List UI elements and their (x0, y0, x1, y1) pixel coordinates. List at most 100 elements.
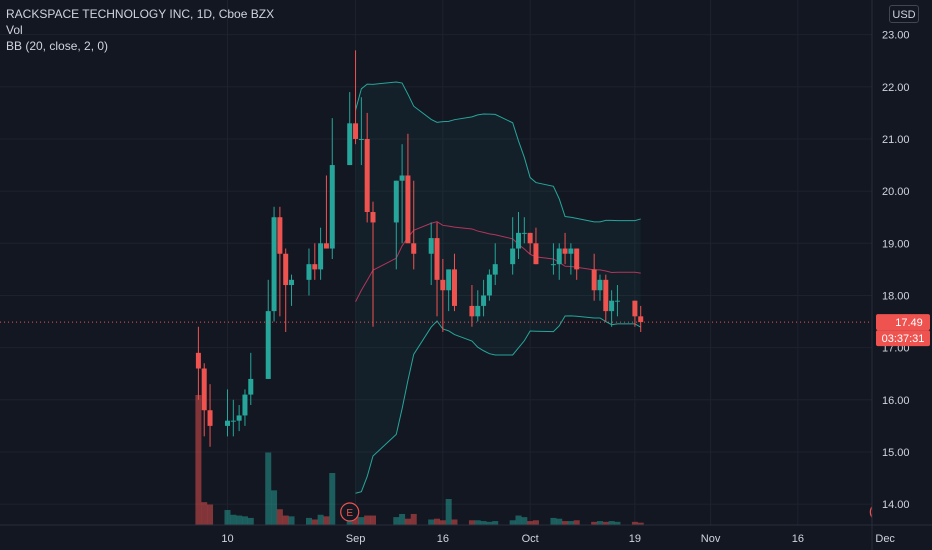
candle (364, 112, 370, 223)
candle-body (277, 217, 283, 254)
earnings-label: E (346, 508, 353, 519)
volume-bar (596, 521, 603, 525)
volume-bar (288, 516, 295, 525)
volume-bar (515, 515, 522, 525)
x-tick-label: Nov (701, 533, 721, 545)
candle-body (312, 264, 318, 270)
candle (475, 290, 481, 322)
candle-body (609, 300, 615, 312)
volume-bar (486, 521, 493, 525)
volume-bar (608, 521, 615, 525)
x-tick-label: 16 (792, 533, 804, 545)
x-tick-label: 16 (437, 533, 449, 545)
volume-bar (329, 473, 336, 525)
candle-body (475, 305, 481, 317)
volume-bar (393, 517, 400, 525)
candle-body (591, 269, 597, 291)
candle-body (440, 279, 446, 291)
candle (405, 133, 411, 244)
candle (516, 212, 521, 259)
candle (574, 248, 580, 280)
candle (492, 243, 498, 286)
candle-body (486, 274, 492, 296)
candle (533, 227, 539, 265)
candle (347, 92, 353, 166)
candle (434, 222, 440, 317)
candle-body (364, 138, 370, 213)
candle (556, 243, 562, 280)
last-price-tag: 17.49 03:37:31 (876, 314, 930, 347)
volume-bar (451, 519, 458, 525)
volume-bar (445, 499, 452, 525)
volume-bar (364, 515, 371, 525)
volume-bar (305, 517, 312, 525)
currency-button[interactable]: USD (889, 5, 919, 23)
y-tick-label: 22.00 (882, 82, 910, 94)
volume-bar (236, 515, 243, 525)
volume-bar (358, 517, 365, 525)
x-tick-label: Dec (875, 533, 895, 545)
candle (591, 253, 597, 301)
symbol-title[interactable]: RACKSPACE TECHNOLOGY INC, 1D, Cboe BZX (6, 7, 275, 21)
candle (207, 384, 213, 447)
volume-bar (428, 519, 435, 525)
volume-indicator-label[interactable]: Vol (6, 23, 23, 37)
candle-body (236, 415, 242, 421)
y-tick-label: 23.00 (882, 30, 910, 42)
candle (428, 222, 434, 286)
volume-bar (637, 522, 644, 525)
volume-bar (207, 504, 214, 525)
volume-bar (271, 490, 278, 525)
candle-body (370, 212, 376, 223)
volume-bar (509, 520, 516, 525)
candle-body (323, 243, 329, 249)
volume-bar (521, 517, 528, 525)
candle (230, 399, 236, 437)
volume-bar (480, 521, 487, 525)
candle (312, 243, 318, 280)
volume-bar (241, 516, 248, 525)
candle (568, 243, 574, 275)
candle-body (550, 264, 556, 266)
candle (353, 50, 359, 145)
candle-body (597, 279, 603, 291)
countdown-tag-text: 03:37:31 (882, 333, 925, 345)
candle (614, 285, 620, 317)
earnings-circle (340, 502, 360, 522)
volume-bar (410, 513, 417, 525)
earnings-marker-past: E (340, 502, 360, 522)
chart-legend: RACKSPACE TECHNOLOGY INC, 1D, Cboe BZX V… (6, 6, 274, 54)
candle (510, 217, 516, 275)
y-tick-label: 21.00 (882, 134, 910, 146)
candle-body (271, 217, 277, 312)
candle-body (516, 232, 521, 249)
candle (451, 253, 457, 312)
candle-body (603, 279, 609, 312)
volume-bar (276, 509, 283, 525)
candle-body (393, 180, 399, 223)
candle (271, 206, 277, 322)
volume-bar (492, 521, 499, 525)
candle-body (306, 264, 312, 280)
candle-body (451, 269, 457, 306)
candle (638, 305, 644, 332)
volume-bars (195, 395, 644, 525)
volume-bar (404, 518, 411, 525)
candle-body (289, 279, 295, 286)
volume-bar (631, 521, 638, 525)
candle (236, 405, 242, 432)
candle-body (405, 175, 411, 244)
candle-body (568, 248, 574, 254)
candle-body (638, 316, 644, 323)
candle (358, 97, 364, 166)
volume-bar (562, 521, 569, 525)
candle (201, 363, 207, 437)
price-tag-background (876, 314, 930, 331)
volume-bar (247, 517, 254, 525)
x-tick-label: 19 (629, 533, 641, 545)
bollinger-bands-label[interactable]: BB (20, close, 2, 0) (6, 39, 109, 53)
y-tick-label: 16.00 (882, 395, 910, 407)
candle (550, 243, 556, 275)
